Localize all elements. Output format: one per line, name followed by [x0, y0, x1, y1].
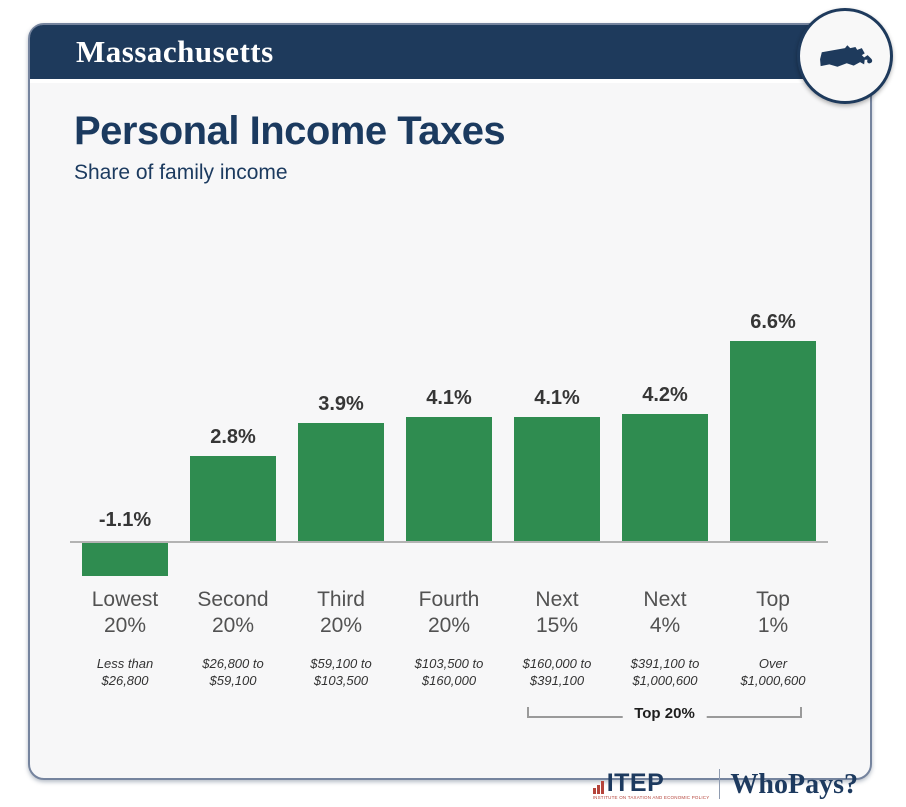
itep-logo-top: ITEP	[592, 769, 665, 797]
category-label: Next 15%	[535, 588, 579, 637]
bar-fourth-20-	[406, 416, 492, 541]
whopays-wordmark: WhoPays?	[730, 769, 858, 800]
bar-next-15-	[514, 416, 600, 541]
bar-value-label: 4.1%	[534, 386, 580, 409]
itep-tagline: INSTITUTE ON TAXATION AND ECONOMIC POLIC…	[592, 795, 710, 800]
bar-third-20-	[298, 422, 384, 541]
bar-value-label: -1.1%	[98, 509, 152, 531]
bar-column: 3.9%	[287, 311, 395, 577]
page-title: Personal Income Taxes	[74, 109, 506, 153]
bar-column: 4.1%	[503, 311, 611, 577]
bracket-row: Top 20%	[71, 701, 827, 731]
income-range-label: Over $1,000,600	[740, 656, 806, 688]
income-range-label: $160,000 to $391,100	[522, 656, 592, 688]
bar-value-label: 2.8%	[210, 426, 256, 449]
axis-income-ranges: Less than $26,800 $26,800 to $59,100 $59,100…	[71, 655, 827, 689]
bar-next-4-	[622, 413, 708, 541]
state-badge	[797, 8, 893, 104]
bar-second-20-	[190, 456, 276, 541]
bar-column: 4.1%	[395, 311, 503, 577]
card-body: Personal Income Taxes Share of family in…	[30, 109, 870, 807]
bar-column: 6.6%	[719, 311, 827, 577]
bar-value-label: 6.6%	[750, 311, 796, 333]
bar-value-label: 3.9%	[318, 392, 364, 415]
category-label: Lowest 20%	[91, 588, 159, 637]
state-name: Massachusetts	[76, 34, 274, 69]
massachusetts-state-icon	[820, 45, 873, 67]
income-range-label: $103,500 to $160,000	[414, 656, 484, 688]
footer-logos: ITEP INSTITUTE ON TAXATION AND ECONOMIC …	[592, 769, 858, 803]
category-label: Top 1%	[756, 588, 790, 637]
bar-top-1-	[730, 341, 816, 541]
itep-wordmark: ITEP	[606, 769, 665, 797]
income-range-label: Less than $26,800	[96, 656, 154, 688]
income-range-label: $26,800 to $59,100	[202, 656, 264, 688]
page-subtitle: Share of family income	[74, 161, 288, 184]
income-range-label: $59,100 to $103,500	[310, 656, 372, 688]
chart-card: Massachusetts Personal Income Taxes Shar…	[28, 23, 872, 800]
category-label: Second 20%	[197, 588, 269, 637]
footer-divider	[719, 769, 721, 799]
income-range-label: $391,100 to $1,000,600	[630, 656, 700, 688]
x-axis-line	[70, 541, 828, 543]
itep-logo: ITEP INSTITUTE ON TAXATION AND ECONOMIC …	[592, 769, 710, 800]
itep-bars-icon	[592, 781, 605, 794]
bar-value-label: 4.1%	[426, 386, 472, 409]
card-header: Massachusetts	[30, 25, 870, 83]
bar-column: 2.8%	[179, 311, 287, 577]
bar-value-label: 4.2%	[642, 383, 688, 406]
category-label: Third 20%	[317, 588, 365, 637]
top20-bracket: Top 20%	[527, 705, 802, 722]
bar-column: -1.1%	[71, 311, 179, 577]
bar-chart: -1.1% 2.8% 3.9% 4.1% 4.1% 4.2% 6.6%	[70, 311, 828, 577]
bar-lowest-20-	[82, 543, 168, 577]
top20-bracket-label: Top 20%	[622, 705, 707, 722]
category-label: Fourth 20%	[418, 588, 480, 637]
category-label: Next 4%	[643, 588, 687, 637]
bar-column: 4.2%	[611, 311, 719, 577]
axis-category-labels: Lowest 20% Second 20% Third 20% Fourth 20% Next 1…	[71, 587, 827, 639]
